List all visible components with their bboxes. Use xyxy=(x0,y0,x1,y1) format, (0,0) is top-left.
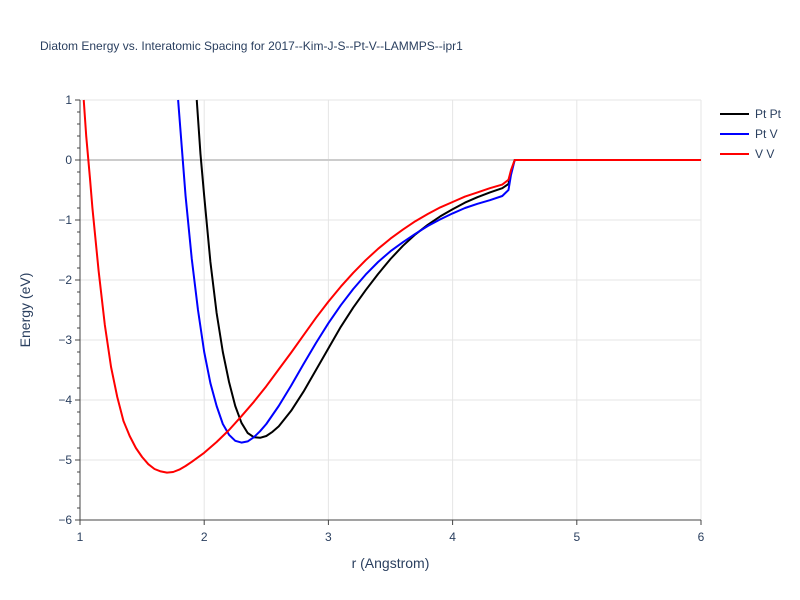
x-tick-label: 5 xyxy=(573,530,580,544)
legend-item-v-v[interactable]: V V xyxy=(720,147,774,161)
y-tick-label: 0 xyxy=(65,153,72,167)
legend-item-pt-pt[interactable]: Pt Pt xyxy=(720,107,782,121)
x-grid xyxy=(203,100,702,520)
x-tick-label: 4 xyxy=(449,530,456,544)
y-tick-label: −2 xyxy=(58,273,72,287)
y-tick-label: −4 xyxy=(58,393,72,407)
x-axis-ticks: 1 2 3 4 5 6 xyxy=(77,520,705,544)
plot-series xyxy=(82,99,701,474)
y-tick-label: −6 xyxy=(58,513,72,527)
series-line-pt-v xyxy=(177,99,701,444)
y-tick-label: −3 xyxy=(58,333,72,347)
x-tick-label: 6 xyxy=(698,530,705,544)
y-grid xyxy=(80,99,701,461)
y-tick-label: −1 xyxy=(58,213,72,227)
y-tick-label: 1 xyxy=(65,93,72,107)
x-tick-label: 3 xyxy=(325,530,332,544)
chart-title: Diatom Energy vs. Interatomic Spacing fo… xyxy=(40,39,463,53)
y-axis-ticks: 1 0 −1 −2 −3 −4 −5 −6 xyxy=(58,93,80,527)
y-tick-label: −5 xyxy=(58,453,72,467)
legend-label: Pt Pt xyxy=(755,107,782,121)
y-axis-title: Energy (eV) xyxy=(17,273,33,348)
x-tick-label: 1 xyxy=(77,530,84,544)
series-line-v-v xyxy=(82,99,701,474)
legend-label: Pt V xyxy=(755,127,778,141)
legend-label: V V xyxy=(755,147,774,161)
series-line-pt-pt xyxy=(195,99,701,439)
legend-item-pt-v[interactable]: Pt V xyxy=(720,127,778,141)
legend[interactable]: Pt Pt Pt V V V xyxy=(720,107,782,161)
x-axis-title: r (Angstrom) xyxy=(352,555,430,571)
x-tick-label: 2 xyxy=(201,530,208,544)
